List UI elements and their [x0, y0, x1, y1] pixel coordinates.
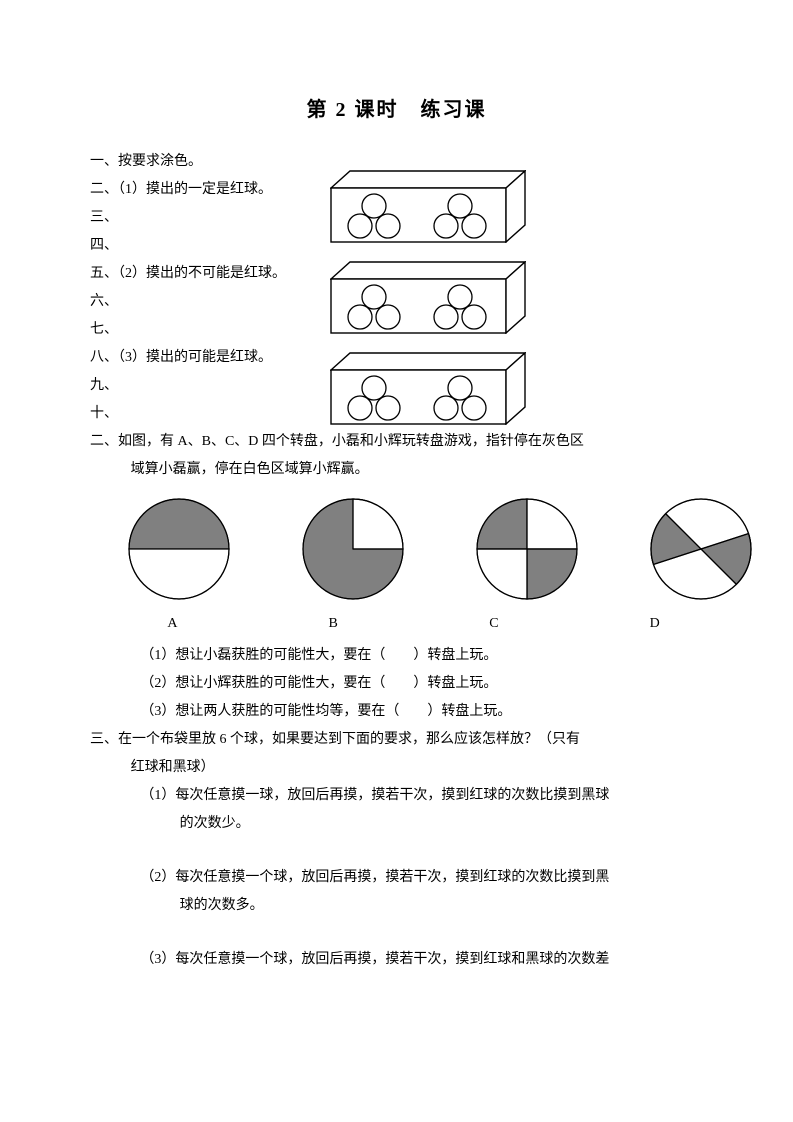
disk-a — [124, 494, 234, 604]
ball-box-3 — [330, 352, 526, 425]
ball-box-2 — [330, 261, 526, 334]
disk-label: C — [446, 610, 543, 638]
section3-q3: （3）每次任意摸一个球，放回后再摸，摸若干次，摸到红球和黑球的次数差 — [90, 946, 703, 974]
section3-q1: （1）每次任意摸一球，放回后再摸，摸若干次，摸到红球的次数比摸到黑球 — [90, 782, 703, 810]
disk-labels: A B C D — [90, 610, 703, 638]
section2-text: 域算小磊赢，停在白色区域算小辉赢。 — [90, 456, 703, 484]
section-2: 二、如图，有 A、B、C、D 四个转盘，小磊和小辉玩转盘游戏，指针停在灰色区 域… — [90, 428, 703, 726]
section2-q1: （1）想让小磊获胜的可能性大，要在（ ）转盘上玩。 — [90, 642, 703, 670]
section2-q2: （2）想让小辉获胜的可能性大，要在（ ）转盘上玩。 — [90, 670, 703, 698]
section-3: 三、在一个布袋里放 6 个球，如果要达到下面的要求，那么应该怎样放？（只有 红球… — [90, 726, 703, 974]
section3-text: 红球和黑球） — [90, 754, 703, 782]
section3-q1: 的次数少。 — [90, 810, 703, 838]
disks-row — [90, 494, 703, 604]
section3-text: 三、在一个布袋里放 6 个球，如果要达到下面的要求，那么应该怎样放？（只有 — [90, 726, 703, 754]
section3-q2: 球的次数多。 — [90, 892, 703, 920]
disk-label: B — [285, 610, 382, 638]
disk-c — [472, 494, 582, 604]
disk-d — [646, 494, 756, 604]
ball-box-1 — [330, 170, 526, 243]
page-title: 第 2 课时 练习课 — [90, 90, 703, 130]
boxes-column — [330, 170, 526, 443]
disk-label: A — [124, 610, 221, 638]
disk-label: D — [606, 610, 703, 638]
disk-b — [298, 494, 408, 604]
section2-q3: （3）想让两人获胜的可能性均等，要在（ ）转盘上玩。 — [90, 698, 703, 726]
section3-q2: （2）每次任意摸一个球，放回后再摸，摸若干次，摸到红球的次数比摸到黑 — [90, 864, 703, 892]
section-1: 一、按要求涂色。 二、（1）摸出的一定是红球。 三、 四、 五、（2）摸出的不可… — [90, 148, 703, 428]
